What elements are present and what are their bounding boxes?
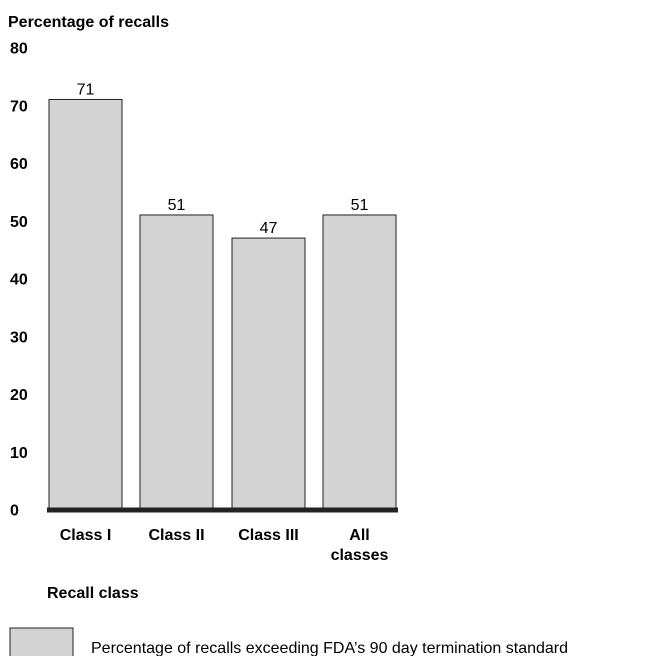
y-tick-label: 70 bbox=[10, 98, 28, 115]
y-tick-labels: 0 10 20 30 40 50 60 70 80 bbox=[10, 41, 28, 520]
data-labels: 71 51 47 51 bbox=[77, 81, 369, 237]
legend-label: Percentage of recalls exceeding FDA’s 90… bbox=[91, 640, 568, 656]
y-tick-label: 30 bbox=[10, 329, 28, 346]
y-tick-label: 40 bbox=[10, 272, 28, 289]
y-tick-label: 0 bbox=[10, 503, 19, 520]
y-tick-label: 50 bbox=[10, 214, 28, 231]
y-axis-label: Percentage of recalls bbox=[8, 14, 169, 31]
data-label: 51 bbox=[351, 197, 369, 214]
y-tick-label: 10 bbox=[10, 445, 28, 462]
category-label: All bbox=[349, 527, 369, 544]
x-axis-label: Recall class bbox=[47, 585, 139, 602]
bar bbox=[322, 214, 397, 510]
bars bbox=[48, 98, 397, 510]
y-tick-label: 80 bbox=[10, 41, 28, 58]
category-labels: Class I Class II Class III All classes bbox=[60, 527, 389, 564]
y-tick-label: 20 bbox=[10, 387, 28, 404]
y-tick-label: 60 bbox=[10, 156, 28, 173]
category-label: Class III bbox=[238, 527, 298, 544]
bar bbox=[139, 214, 214, 510]
category-label: Class I bbox=[60, 527, 112, 544]
data-label: 71 bbox=[77, 81, 95, 98]
category-label: classes bbox=[331, 547, 389, 564]
bar bbox=[231, 237, 306, 510]
category-label: Class II bbox=[148, 527, 204, 544]
data-label: 51 bbox=[168, 197, 186, 214]
legend-swatch bbox=[9, 627, 74, 656]
data-label: 47 bbox=[260, 220, 278, 237]
bar bbox=[48, 98, 123, 510]
